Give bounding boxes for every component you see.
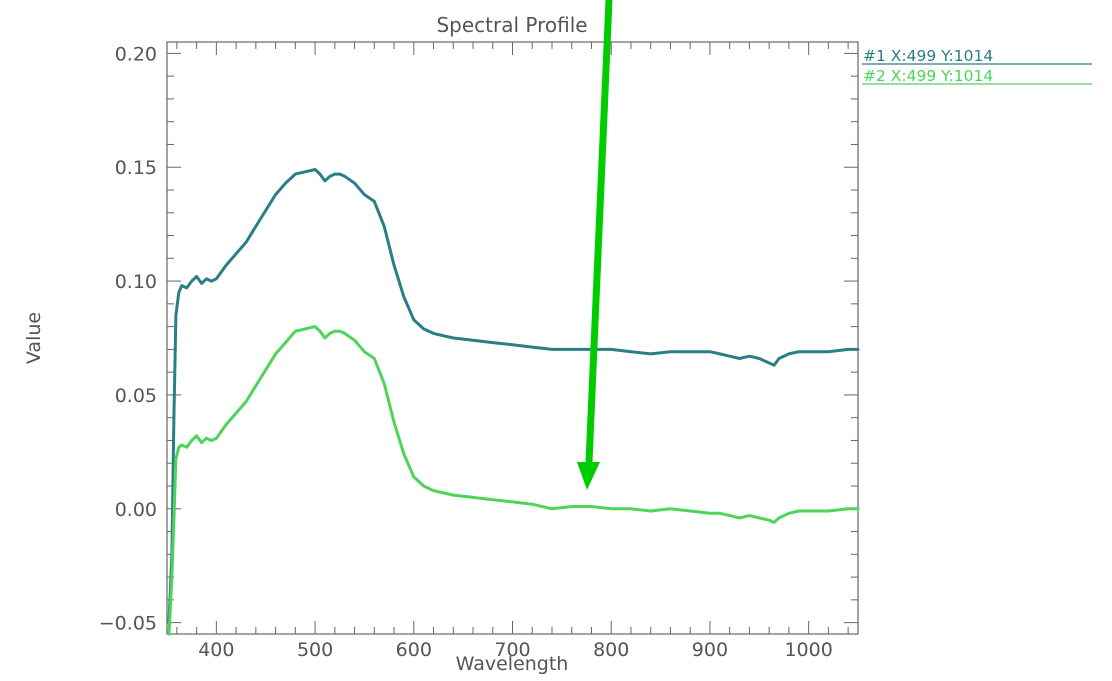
x-tick-label: 700 [494,639,530,661]
arrow-shaft [585,0,613,463]
x-tick-label: 1000 [784,639,832,661]
series-line-2 [167,325,860,636]
y-tick-label: 0.00 [115,499,157,521]
plot-layer: 400 500 600 700 800 900 1000 −0.05 0.00 0.05 0.10 0… [99,41,860,661]
chart-title: Spectral Profile [436,13,587,37]
y-tick-label: 0.05 [115,385,157,407]
arrow-head [577,462,600,490]
legend-entry-2: #2 X:499 Y:1014 [863,67,993,85]
plot-frame [166,41,859,635]
x-tick-label: 600 [396,639,432,661]
y-axis-label: Value [23,312,45,364]
series-line-1 [167,168,860,625]
y-tick-label: −0.05 [99,613,157,635]
legend: #1 X:499 Y:1014 #2 X:499 Y:1014 [862,47,1092,85]
x-tick-label: 400 [198,639,234,661]
x-tick-label: 800 [593,639,629,661]
legend-entry-1: #1 X:499 Y:1014 [863,47,993,65]
y-tick-label: 0.20 [115,43,157,65]
x-tick-label: 900 [692,639,728,661]
x-axis-label: Wavelength [456,653,569,675]
y-tick-label: 0.15 [115,157,157,179]
x-tick-label: 500 [297,639,333,661]
y-tick-label: 0.10 [115,271,157,293]
annotation-arrow [577,0,613,490]
